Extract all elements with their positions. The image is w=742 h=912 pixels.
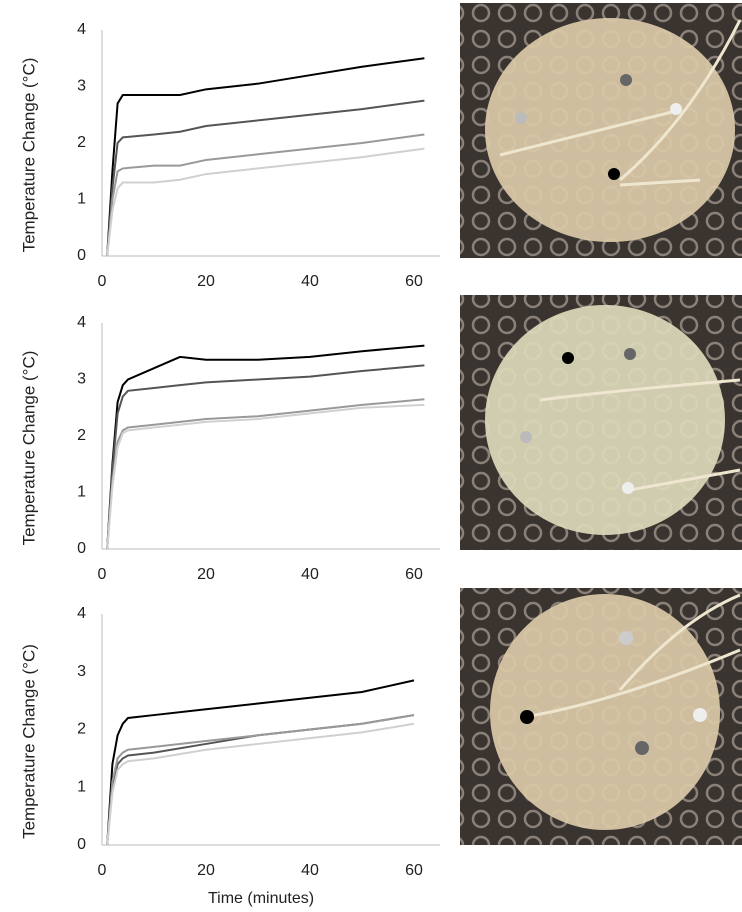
y-tick-label: 0 bbox=[77, 836, 86, 853]
x-tick-label: 60 bbox=[405, 862, 423, 879]
x-tick-label: 0 bbox=[98, 566, 107, 583]
series-line bbox=[106, 344, 425, 550]
photo bbox=[460, 3, 742, 258]
y-axis-label: Temperature Change (°C) bbox=[19, 644, 38, 839]
y-tick-label: 4 bbox=[77, 605, 86, 622]
series-line bbox=[106, 398, 425, 550]
x-tick-label: 20 bbox=[197, 862, 215, 879]
x-tick-label: 40 bbox=[301, 273, 319, 290]
y-tick-label: 1 bbox=[77, 778, 86, 795]
x-tick-label: 40 bbox=[301, 566, 319, 583]
x-tick-label: 20 bbox=[197, 566, 215, 583]
series-line bbox=[106, 722, 415, 846]
y-tick-label: 3 bbox=[77, 78, 86, 95]
y-tick-label: 4 bbox=[77, 314, 86, 331]
x-tick-label: 60 bbox=[405, 566, 423, 583]
series-line bbox=[106, 57, 425, 257]
y-tick-label: 2 bbox=[77, 427, 86, 444]
y-axis-label: Temperature Change (°C) bbox=[19, 58, 38, 253]
x-axis-label: Time (minutes) bbox=[208, 890, 314, 907]
series-line bbox=[106, 714, 415, 846]
y-tick-label: 2 bbox=[77, 134, 86, 151]
x-tick-label: 60 bbox=[405, 273, 423, 290]
y-tick-label: 3 bbox=[77, 663, 86, 680]
y-tick-label: 3 bbox=[77, 371, 86, 388]
series-line bbox=[106, 99, 425, 257]
photo bbox=[460, 588, 742, 845]
y-tick-label: 4 bbox=[77, 21, 86, 38]
x-tick-label: 20 bbox=[197, 273, 215, 290]
y-tick-label: 2 bbox=[77, 721, 86, 738]
series-line bbox=[106, 364, 425, 550]
x-tick-label: 0 bbox=[98, 862, 107, 879]
series-line bbox=[106, 403, 425, 550]
y-tick-label: 0 bbox=[77, 540, 86, 557]
series-line bbox=[106, 679, 415, 846]
y-tick-label: 1 bbox=[77, 191, 86, 208]
photo bbox=[460, 295, 742, 550]
x-tick-label: 40 bbox=[301, 862, 319, 879]
y-tick-label: 0 bbox=[77, 247, 86, 264]
y-tick-label: 1 bbox=[77, 484, 86, 501]
x-tick-label: 0 bbox=[98, 273, 107, 290]
series-line bbox=[106, 133, 425, 257]
series-line bbox=[106, 147, 425, 257]
y-axis-label: Temperature Change (°C) bbox=[19, 351, 38, 546]
